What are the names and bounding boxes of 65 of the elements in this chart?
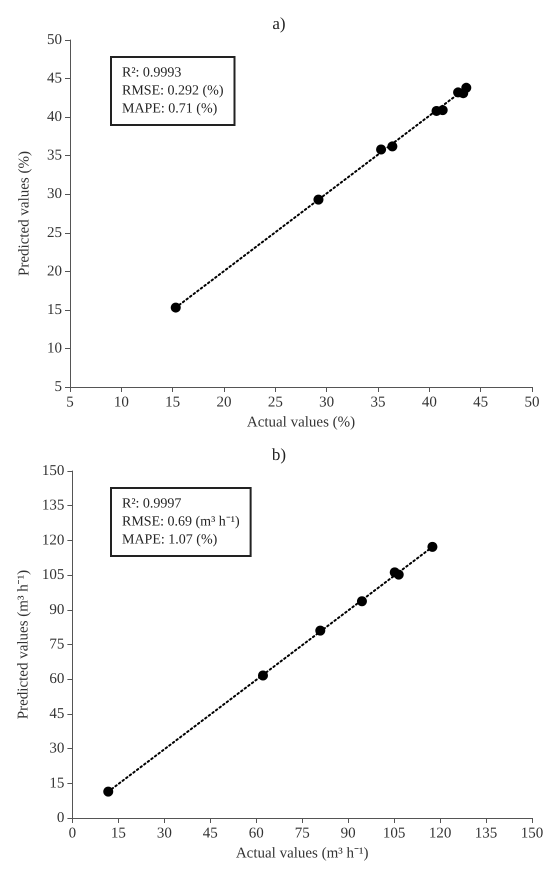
y-tick-label: 15 <box>47 302 62 318</box>
x-tick-label: 30 <box>319 394 334 410</box>
point <box>427 542 438 552</box>
y-tick-label: 35 <box>47 148 62 164</box>
point <box>394 570 404 580</box>
x-tick-label: 15 <box>165 394 180 410</box>
y-tick-label: 30 <box>47 186 62 202</box>
x-axis-title: Actual values (m³ h⁻¹) <box>236 845 369 862</box>
x-tick-label: 120 <box>428 826 452 842</box>
x-tick-label: 45 <box>473 394 488 410</box>
point <box>461 82 472 93</box>
y-tick-label: 45 <box>49 706 64 722</box>
point <box>258 670 268 680</box>
x-tick-label: 75 <box>294 826 310 842</box>
point <box>170 302 181 313</box>
y-tick-label: 40 <box>47 109 62 126</box>
x-tick-label: 90 <box>340 826 356 842</box>
point <box>356 596 367 606</box>
point <box>103 786 114 797</box>
point <box>438 105 448 116</box>
y-tick-label: 60 <box>49 671 64 688</box>
y-tick-label: 120 <box>42 532 64 548</box>
x-tick-label: 45 <box>202 826 218 842</box>
y-tick-label: 0 <box>56 810 64 826</box>
point <box>387 141 398 152</box>
x-tick-label: 10 <box>114 394 129 410</box>
annotation: RMSE: 0.292 (%) <box>122 84 224 98</box>
y-tick-label: 30 <box>49 740 64 757</box>
y-tick-label: 45 <box>47 70 62 87</box>
chart-title: a) <box>272 14 286 33</box>
point <box>313 194 324 205</box>
y-tick-label: 25 <box>47 224 62 241</box>
y-axis-title: Predicted values (%) <box>16 151 32 276</box>
annotation: MAPE: 1.07 (%) <box>122 532 218 548</box>
x-tick-label: 150 <box>520 826 544 842</box>
y-tick-label: 90 <box>49 602 64 618</box>
x-tick-label: 25 <box>268 394 283 410</box>
x-tick-label: 60 <box>248 826 264 842</box>
y-tick-label: 135 <box>42 498 64 514</box>
y-axis-title: Predicted values (m³ h⁻¹) <box>16 570 32 720</box>
point <box>315 626 326 636</box>
annotation: R²: 0.9993 <box>122 66 182 80</box>
y-tick-label: 150 <box>42 463 64 479</box>
y-tick-label: 5 <box>54 379 62 395</box>
y-tick-label: 105 <box>42 567 64 584</box>
x-tick-label: 40 <box>422 394 437 410</box>
point <box>376 144 386 154</box>
y-tick-label: 75 <box>49 636 64 652</box>
annotation: R²: 0.9997 <box>122 496 182 512</box>
y-tick-label: 20 <box>47 263 62 280</box>
x-tick-label: 105 <box>382 826 406 842</box>
chart-title: b) <box>272 445 286 464</box>
y-tick-label: 10 <box>47 340 62 356</box>
x-tick-label: 15 <box>110 826 126 842</box>
x-tick-label: 0 <box>68 826 76 842</box>
x-tick-label: 35 <box>370 394 386 410</box>
annotation: RMSE: 0.69 (m³ h⁻¹) <box>122 514 240 530</box>
x-tick-label: 135 <box>474 826 498 842</box>
x-tick-label: 20 <box>216 394 232 410</box>
y-tick-label: 50 <box>47 32 62 48</box>
x-tick-label: 50 <box>524 394 540 410</box>
y-tick-label: 15 <box>49 775 64 792</box>
x-axis-title: Actual values (%) <box>246 414 356 430</box>
x-tick-label: 30 <box>156 826 172 842</box>
annotation: MAPE: 0.71 (%) <box>122 102 218 116</box>
